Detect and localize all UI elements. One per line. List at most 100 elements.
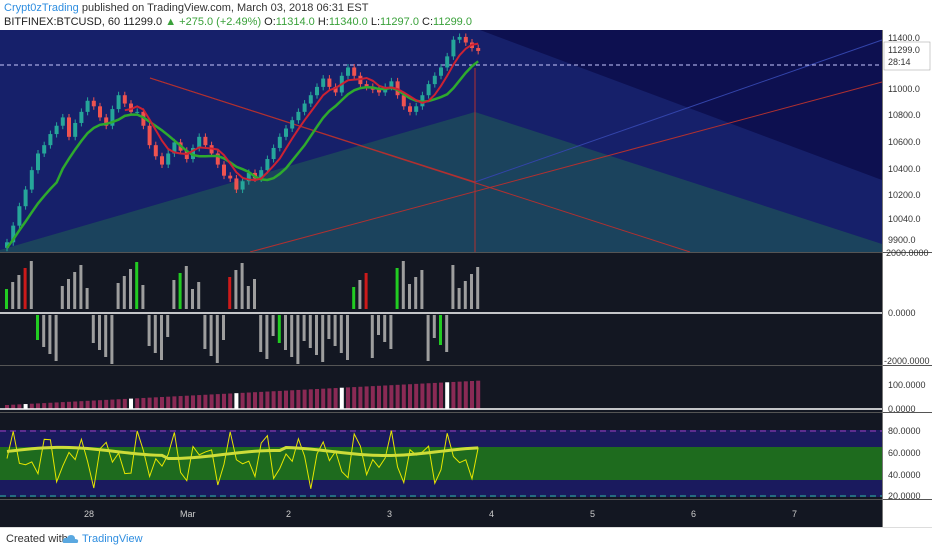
candle-body [240,181,245,190]
hist1-bar [470,274,473,309]
hist1-bar [29,261,33,309]
candle-body [290,120,295,129]
hist2-bar [5,405,9,409]
hist1-bar [457,288,461,309]
hist1-bar [377,315,380,335]
hist2-bar [184,395,189,409]
hist2-bar [457,381,462,409]
hist1-bar [23,268,27,309]
candle-body [191,147,195,160]
price-change: ▲ +275.0 (+2.49%) [165,16,262,28]
created-with-text: Created with [6,533,68,545]
tradingview-cloud-icon[interactable] [62,534,80,544]
candle-body [172,142,177,154]
hist2-bar [160,397,164,409]
osc-lower-zone [0,480,882,497]
candle-body [5,242,9,248]
hist1-bar [333,315,337,346]
hist2-bar [240,392,245,409]
hist1-bar [91,315,95,343]
hist1-bar [346,315,349,360]
hist2-bar [426,383,431,409]
published-text: published on TradingView.com, March 03, … [81,2,369,14]
price-tick-10800: 10800.0 [888,110,921,120]
candle-body [302,103,307,112]
candle-body [197,136,202,148]
hist2-bar [358,386,363,409]
candle-body [153,145,158,157]
symbol-line: BITFINEX:BTCUSD, 60 11299.0 ▲ +275.0 (+2… [4,16,472,28]
candle-body [203,136,208,146]
hist2-bar [234,393,239,409]
hist2-bar [346,387,350,409]
hist2-bar [166,396,171,409]
osc-tick-40: 40.0000 [888,470,921,480]
candle-body [432,75,437,85]
hist1-bar [284,315,287,350]
tradingview-link[interactable]: TradingView [82,533,143,545]
high-label: H: [317,16,329,28]
low-value: 11297.0 [380,16,419,28]
candle-body [17,206,22,226]
candle-body [42,145,47,154]
candle-body [377,89,381,93]
hist2-bar [408,384,412,409]
hist1-tick-zero: 0.0000 [888,308,916,318]
candle-body [60,117,65,126]
ma-green-line [5,60,479,249]
hist2-bar [308,389,313,409]
hist1-bar [290,315,294,357]
hist2-bar [129,398,133,409]
candle-body [116,95,121,110]
hist1-bar [420,270,424,309]
osc-fast-line [6,430,479,489]
hist1-bar [222,315,225,340]
hist1-bar [253,279,256,309]
hist1-bar [327,315,331,339]
hist2-bar [135,398,140,409]
hist1-bar [321,315,325,362]
hist1-bar [408,284,411,309]
hist1-bar [240,263,244,309]
hist2-bars [5,380,481,409]
time-tick-2: 2 [286,509,291,519]
price-tick-10200: 10200.0 [888,190,921,200]
candle-body [91,100,96,107]
hist1-bar [277,315,281,343]
author-link[interactable]: Crypt0zTrading [4,2,79,14]
hist1-bar [259,315,263,352]
candle-body [308,95,313,104]
hist2-bar [271,391,276,409]
hist1-bar [358,280,362,309]
candle-body [73,122,78,137]
hist1-bar [153,315,157,353]
hist2-bar [228,393,233,409]
hist1-bar [11,282,15,309]
hist1-bar [129,269,132,309]
close-label: C: [422,16,434,28]
candle-body [11,225,16,243]
osc-tick-60: 60.0000 [888,448,921,458]
candle-body [401,95,406,107]
hist2-bar [203,394,208,409]
hist1-bar [135,262,139,309]
hist2-bar [91,400,96,409]
hist1-bar [414,277,418,309]
hist2-bar [98,400,102,409]
hist1-bar [234,270,238,309]
hist1-bar [42,315,46,347]
candle-body [463,36,468,43]
chart-canvas[interactable]: 11400.0 11299.0 28:14 11000.0 10800.0 10… [0,30,932,527]
candle-body [408,106,412,112]
hist2-bar [253,392,257,409]
price-tick-last: 11299.0 [888,45,920,55]
hist2-bar [23,404,28,409]
osc-upper-zone [0,430,882,447]
candle-body [79,111,84,123]
footer-bar: Created with TradingView [0,527,932,551]
hist2-bar [296,389,301,409]
candle-body [23,189,28,207]
hist1-bar [79,265,83,309]
hist2-bar [110,399,115,409]
candle-body [414,106,419,112]
